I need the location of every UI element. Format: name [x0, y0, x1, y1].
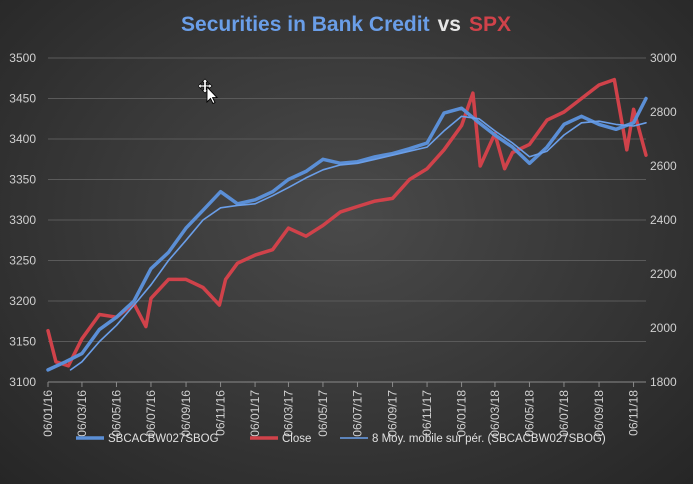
legend: SBCACBW027SBOG Close 8 Moy. mobile sur pér… — [76, 433, 606, 445]
x-tick-label: 06/03/17 — [281, 390, 295, 437]
x-axis: 06/01/16 06/03/16 06/05/16 06/07/16 06/09/16… — [41, 381, 646, 437]
right-axis: 1800 2000 2200 2400 2600 2800 3000 — [650, 51, 677, 389]
right-tick-label: 2600 — [650, 159, 677, 173]
right-tick-label: 2200 — [650, 267, 677, 281]
x-tick-label: 06/11/16 — [214, 390, 228, 436]
legend-label: SBCACBW027SBOG — [108, 433, 219, 445]
series-line-1 — [46, 77, 648, 368]
x-tick-label: 06/07/18 — [557, 390, 571, 437]
left-tick-label: 3500 — [9, 51, 36, 65]
x-tick-label: 06/03/16 — [75, 390, 89, 437]
x-tick-label: 06/07/16 — [144, 390, 158, 437]
x-tick-label: 06/09/17 — [386, 390, 400, 437]
left-tick-label: 3350 — [9, 173, 36, 187]
title-part3: SPX — [469, 13, 511, 36]
left-tick-label: 3200 — [9, 294, 36, 308]
right-tick-label: 1800 — [650, 375, 677, 389]
left-tick-label: 3450 — [9, 92, 36, 106]
x-tick-label: 06/01/16 — [41, 390, 55, 437]
title-part1: Securities in Bank Credit — [181, 13, 430, 36]
x-tick-label: 06/01/18 — [455, 390, 469, 437]
right-tick-label: 2400 — [650, 213, 677, 227]
x-tick-label: 06/05/17 — [316, 390, 330, 437]
chart-title: Securities in Bank Credit vs SPX — [181, 13, 511, 36]
x-tick-label: 06/11/17 — [420, 390, 434, 436]
left-tick-label: 3100 — [9, 375, 36, 389]
right-tick-label: 2000 — [650, 321, 677, 335]
right-tick-label: 2800 — [650, 105, 677, 119]
left-axis: 3100 3150 3200 3250 3300 3350 3400 3450 3500 — [9, 51, 36, 389]
x-tick-label: 06/09/18 — [592, 390, 606, 437]
legend-label: Close — [282, 433, 311, 445]
x-tick-label: 06/07/17 — [350, 390, 364, 437]
series-line-0 — [46, 96, 648, 372]
x-tick-label: 06/05/18 — [522, 390, 536, 437]
move-cursor-icon — [198, 78, 219, 104]
grid-lines — [48, 57, 646, 383]
series-line-2 — [69, 115, 647, 371]
right-tick-label: 3000 — [650, 51, 677, 65]
title-part2: vs — [438, 13, 461, 36]
series-layer — [46, 77, 648, 372]
legend-label: 8 Moy. mobile sur pér. (SBCACBW027SBOG) — [372, 433, 606, 445]
left-tick-label: 3400 — [9, 132, 36, 146]
x-tick-label: 06/05/16 — [109, 390, 123, 437]
x-tick-label: 06/11/18 — [627, 390, 641, 436]
x-tick-label: 06/01/17 — [248, 390, 262, 437]
left-tick-label: 3250 — [9, 254, 36, 268]
x-tick-label: 06/09/16 — [179, 390, 193, 437]
x-tick-label: 06/03/18 — [488, 390, 502, 437]
left-tick-label: 3300 — [9, 213, 36, 227]
left-tick-label: 3150 — [9, 335, 36, 349]
